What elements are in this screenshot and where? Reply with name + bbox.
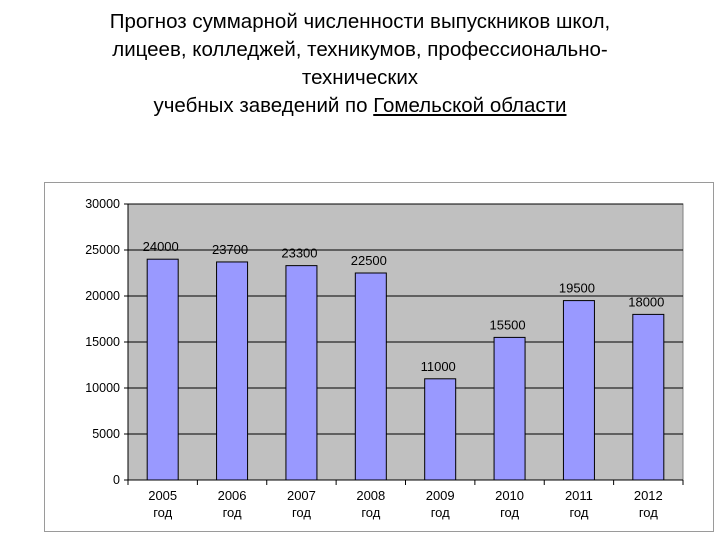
data-label: 11000 xyxy=(421,359,456,374)
x-tick-label: 2007 xyxy=(287,488,316,503)
y-tick-label: 5000 xyxy=(92,427,120,441)
title-line-2: лицеев, колледжей, техникумов, профессио… xyxy=(112,38,608,61)
title-line-1: Прогноз суммарной численности выпускнико… xyxy=(109,10,611,33)
x-tick-label: 2012 xyxy=(634,488,663,503)
x-tick-label: год xyxy=(292,505,311,520)
bar xyxy=(562,300,595,481)
x-tick-label: 2011 xyxy=(565,488,593,503)
x-tick-label: год xyxy=(431,505,450,520)
title-line-4-prefix: учебных заведений по xyxy=(153,94,374,117)
y-tick-label: 20000 xyxy=(85,289,120,303)
bar xyxy=(424,378,457,481)
bar xyxy=(146,258,179,481)
y-tick-label: 30000 xyxy=(85,197,120,211)
x-tick-label: 2009 xyxy=(426,488,455,503)
bar xyxy=(493,336,526,481)
y-tick-label: 0 xyxy=(113,473,120,487)
y-tick-label: 10000 xyxy=(85,381,120,395)
title-region-link: Гомельской области xyxy=(373,94,567,117)
data-label: 22500 xyxy=(351,253,387,268)
x-tick-label: год xyxy=(639,505,658,520)
x-tick-label: год xyxy=(361,505,380,520)
data-label: 23700 xyxy=(212,242,248,257)
x-tick-label: 2006 xyxy=(218,488,247,503)
bar xyxy=(216,261,249,481)
data-label: 18000 xyxy=(628,294,664,309)
y-tick-label: 15000 xyxy=(85,335,120,349)
data-label: 24000 xyxy=(143,239,179,254)
y-tick-label: 25000 xyxy=(85,243,120,257)
slide-title: Прогноз суммарной численности выпускнико… xyxy=(20,8,700,120)
x-tick-label: 2008 xyxy=(356,488,385,503)
x-tick-label: 2010 xyxy=(495,488,524,503)
x-tick-label: год xyxy=(569,505,588,520)
title-line-3: технических xyxy=(301,66,419,89)
data-label: 23300 xyxy=(281,246,317,261)
data-label: 19500 xyxy=(559,281,595,296)
bar xyxy=(285,265,318,481)
bar xyxy=(354,272,387,481)
title-line-4: учебных заведений по Гомельской области xyxy=(20,92,700,120)
x-tick-label: 2005 xyxy=(148,488,177,503)
bar-chart: 0 5000 10000 15000 20000 25000 30000 24000 2005 г… xyxy=(85,197,684,520)
bar xyxy=(632,313,665,481)
x-tick-label: год xyxy=(223,505,242,520)
data-label: 15500 xyxy=(489,317,525,332)
x-tick-label: год xyxy=(153,505,172,520)
x-tick-label: год xyxy=(500,505,519,520)
